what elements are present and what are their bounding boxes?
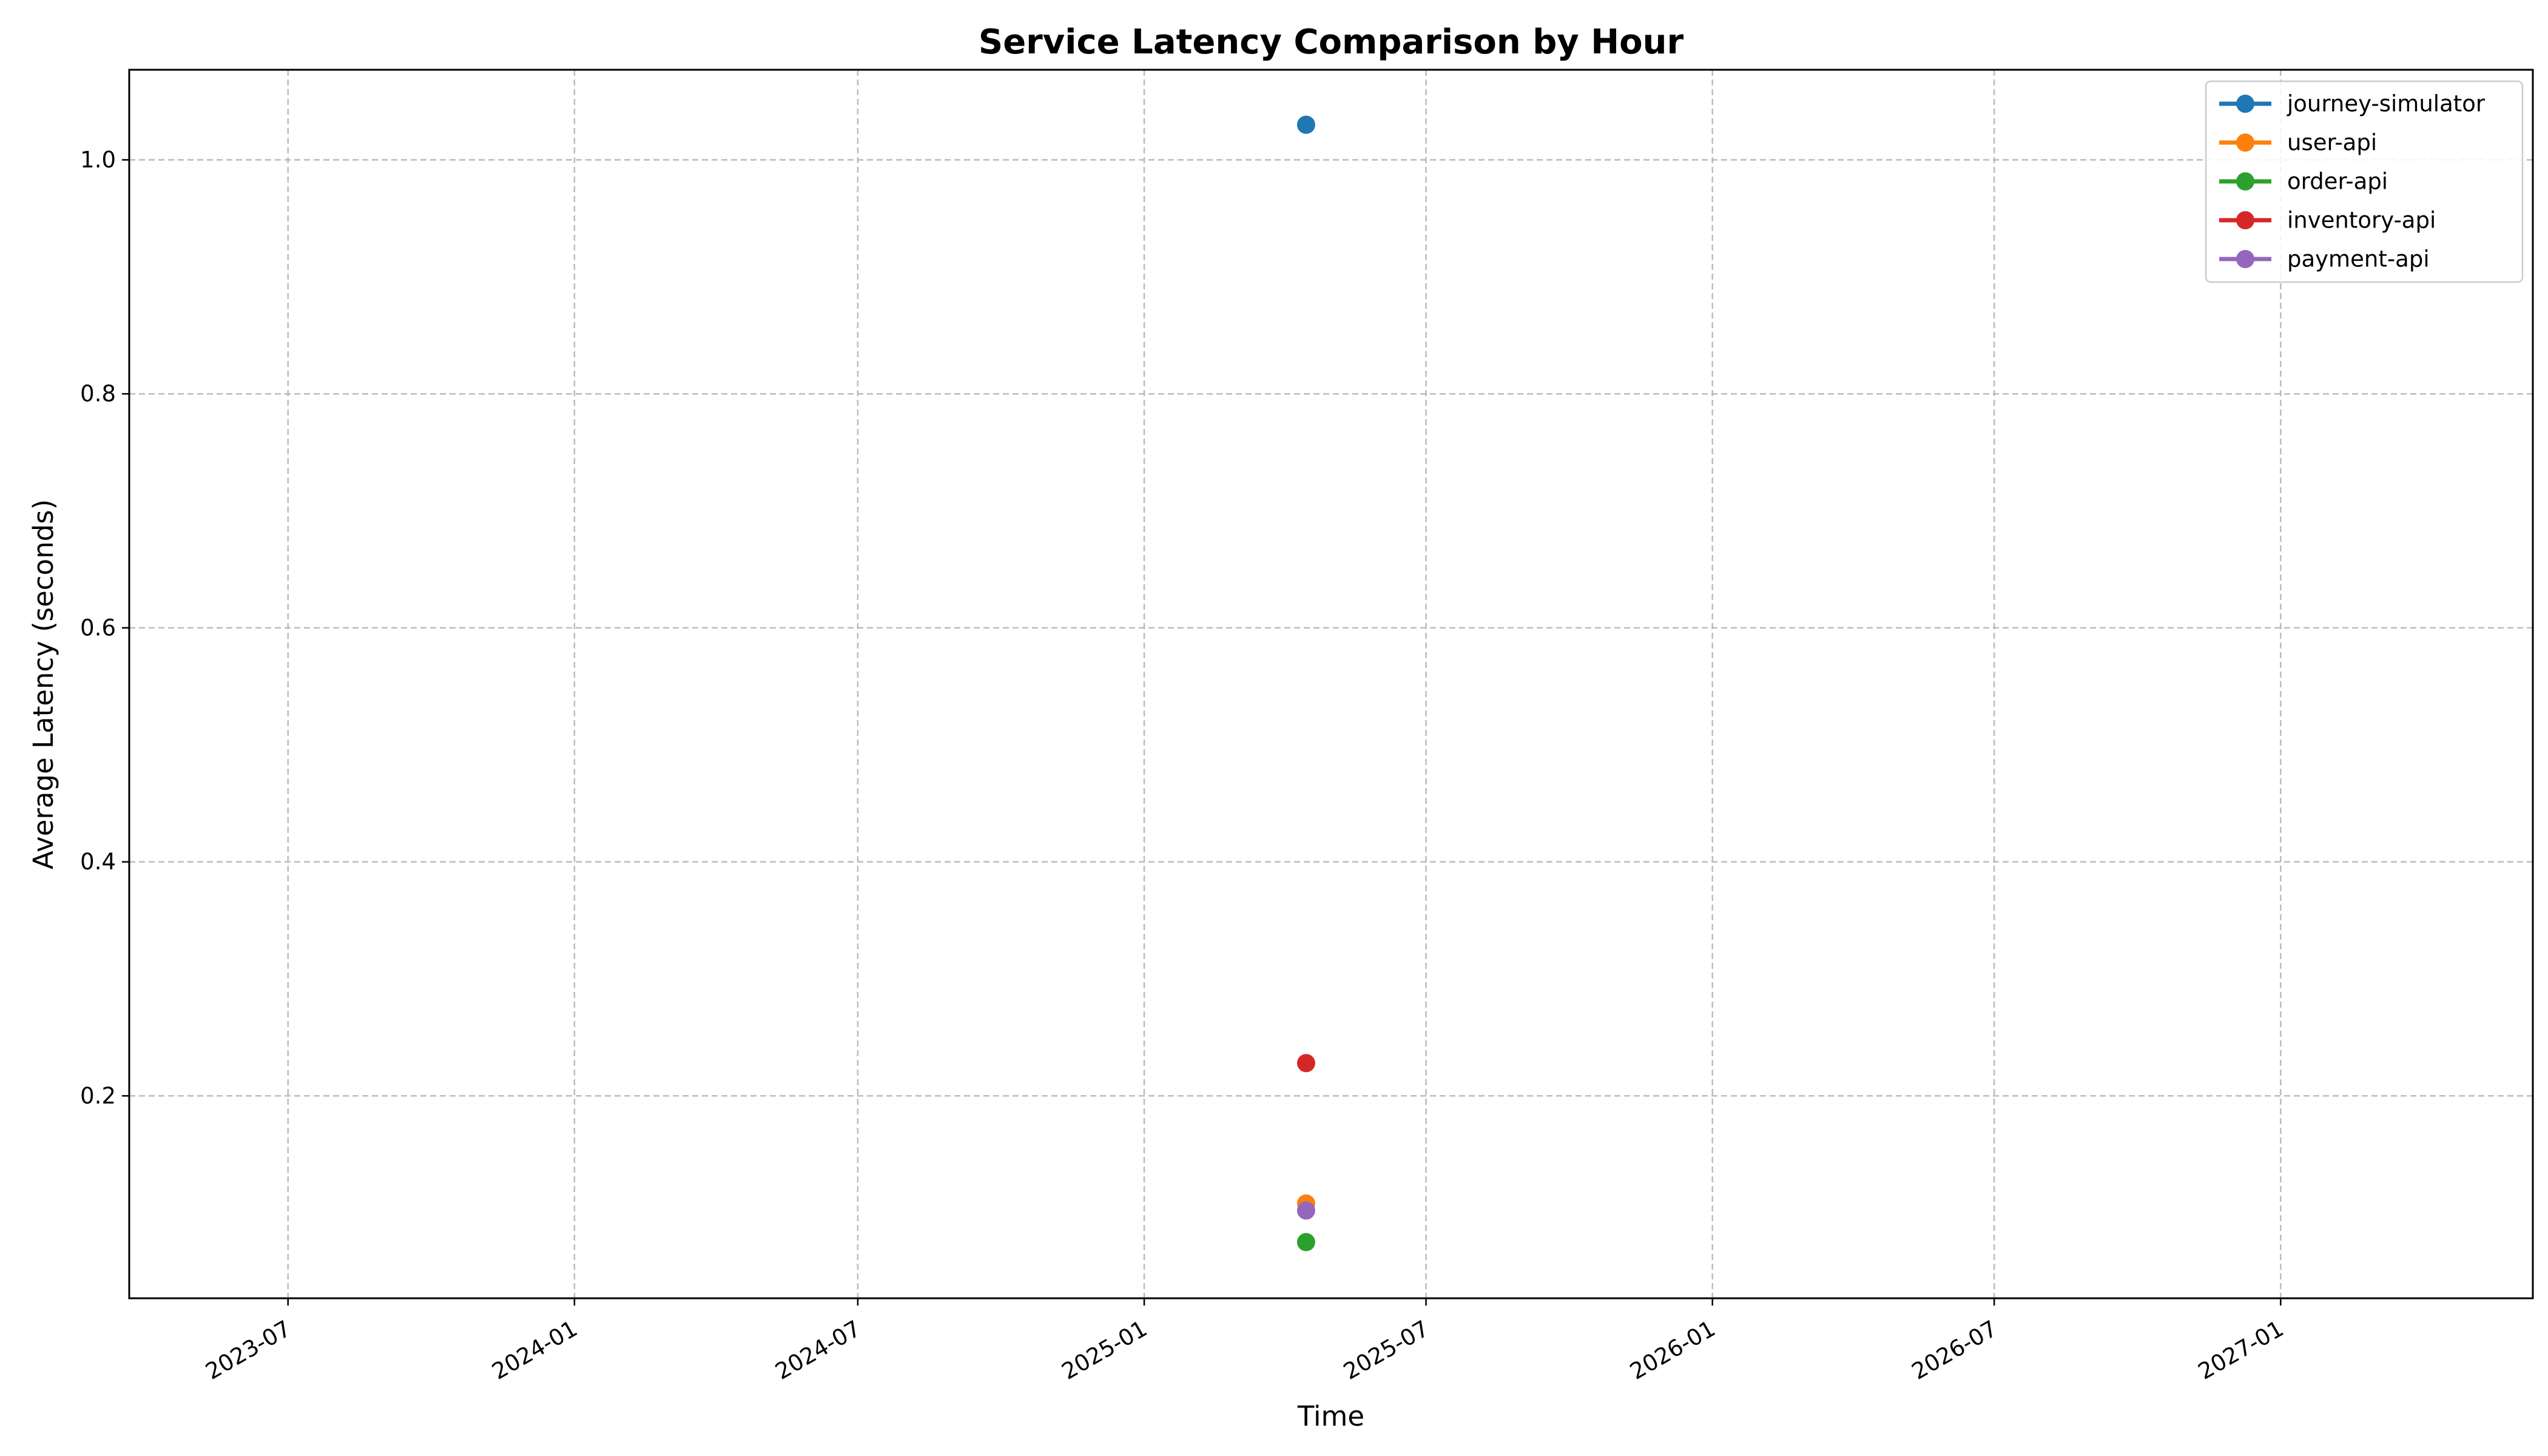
legend-label-inventory-api: inventory-api [2287,207,2436,234]
y-tick-label: 0.2 [80,1083,116,1109]
point-journey-simulator [1296,115,1315,134]
data-points [1296,115,1315,1252]
legend-marker-payment-api [2236,250,2254,268]
chart-title: Service Latency Comparison by Hour [979,22,1684,62]
y-axis-label: Average Latency (seconds) [27,499,59,869]
point-inventory-api [1296,1054,1315,1073]
x-axis-label: Time [1297,1400,1364,1432]
legend-box [2205,80,2524,283]
legend-marker-user-api [2236,133,2254,152]
legend-marker-order-api [2236,172,2254,190]
legend-label-journey-simulator: journey-simulator [2287,91,2486,117]
legend-marker-inventory-api [2236,211,2254,229]
y-tick-label: 0.6 [80,615,116,641]
plot-frame [128,69,2534,1299]
legend-label-payment-api: payment-api [2287,246,2430,272]
legend-marker-journey-simulator [2236,95,2254,113]
y-tick-label: 0.4 [80,849,116,875]
point-order-api [1296,1233,1315,1252]
legend-label-user-api: user-api [2287,130,2377,156]
y-tick-label: 1.0 [80,147,116,173]
legend-label-order-api: order-api [2287,169,2388,195]
point-payment-api [1296,1201,1315,1220]
grid [129,70,2533,1298]
y-tick-label: 0.8 [80,381,116,407]
legend: journey-simulator user-api order-api invent… [2205,80,2524,283]
